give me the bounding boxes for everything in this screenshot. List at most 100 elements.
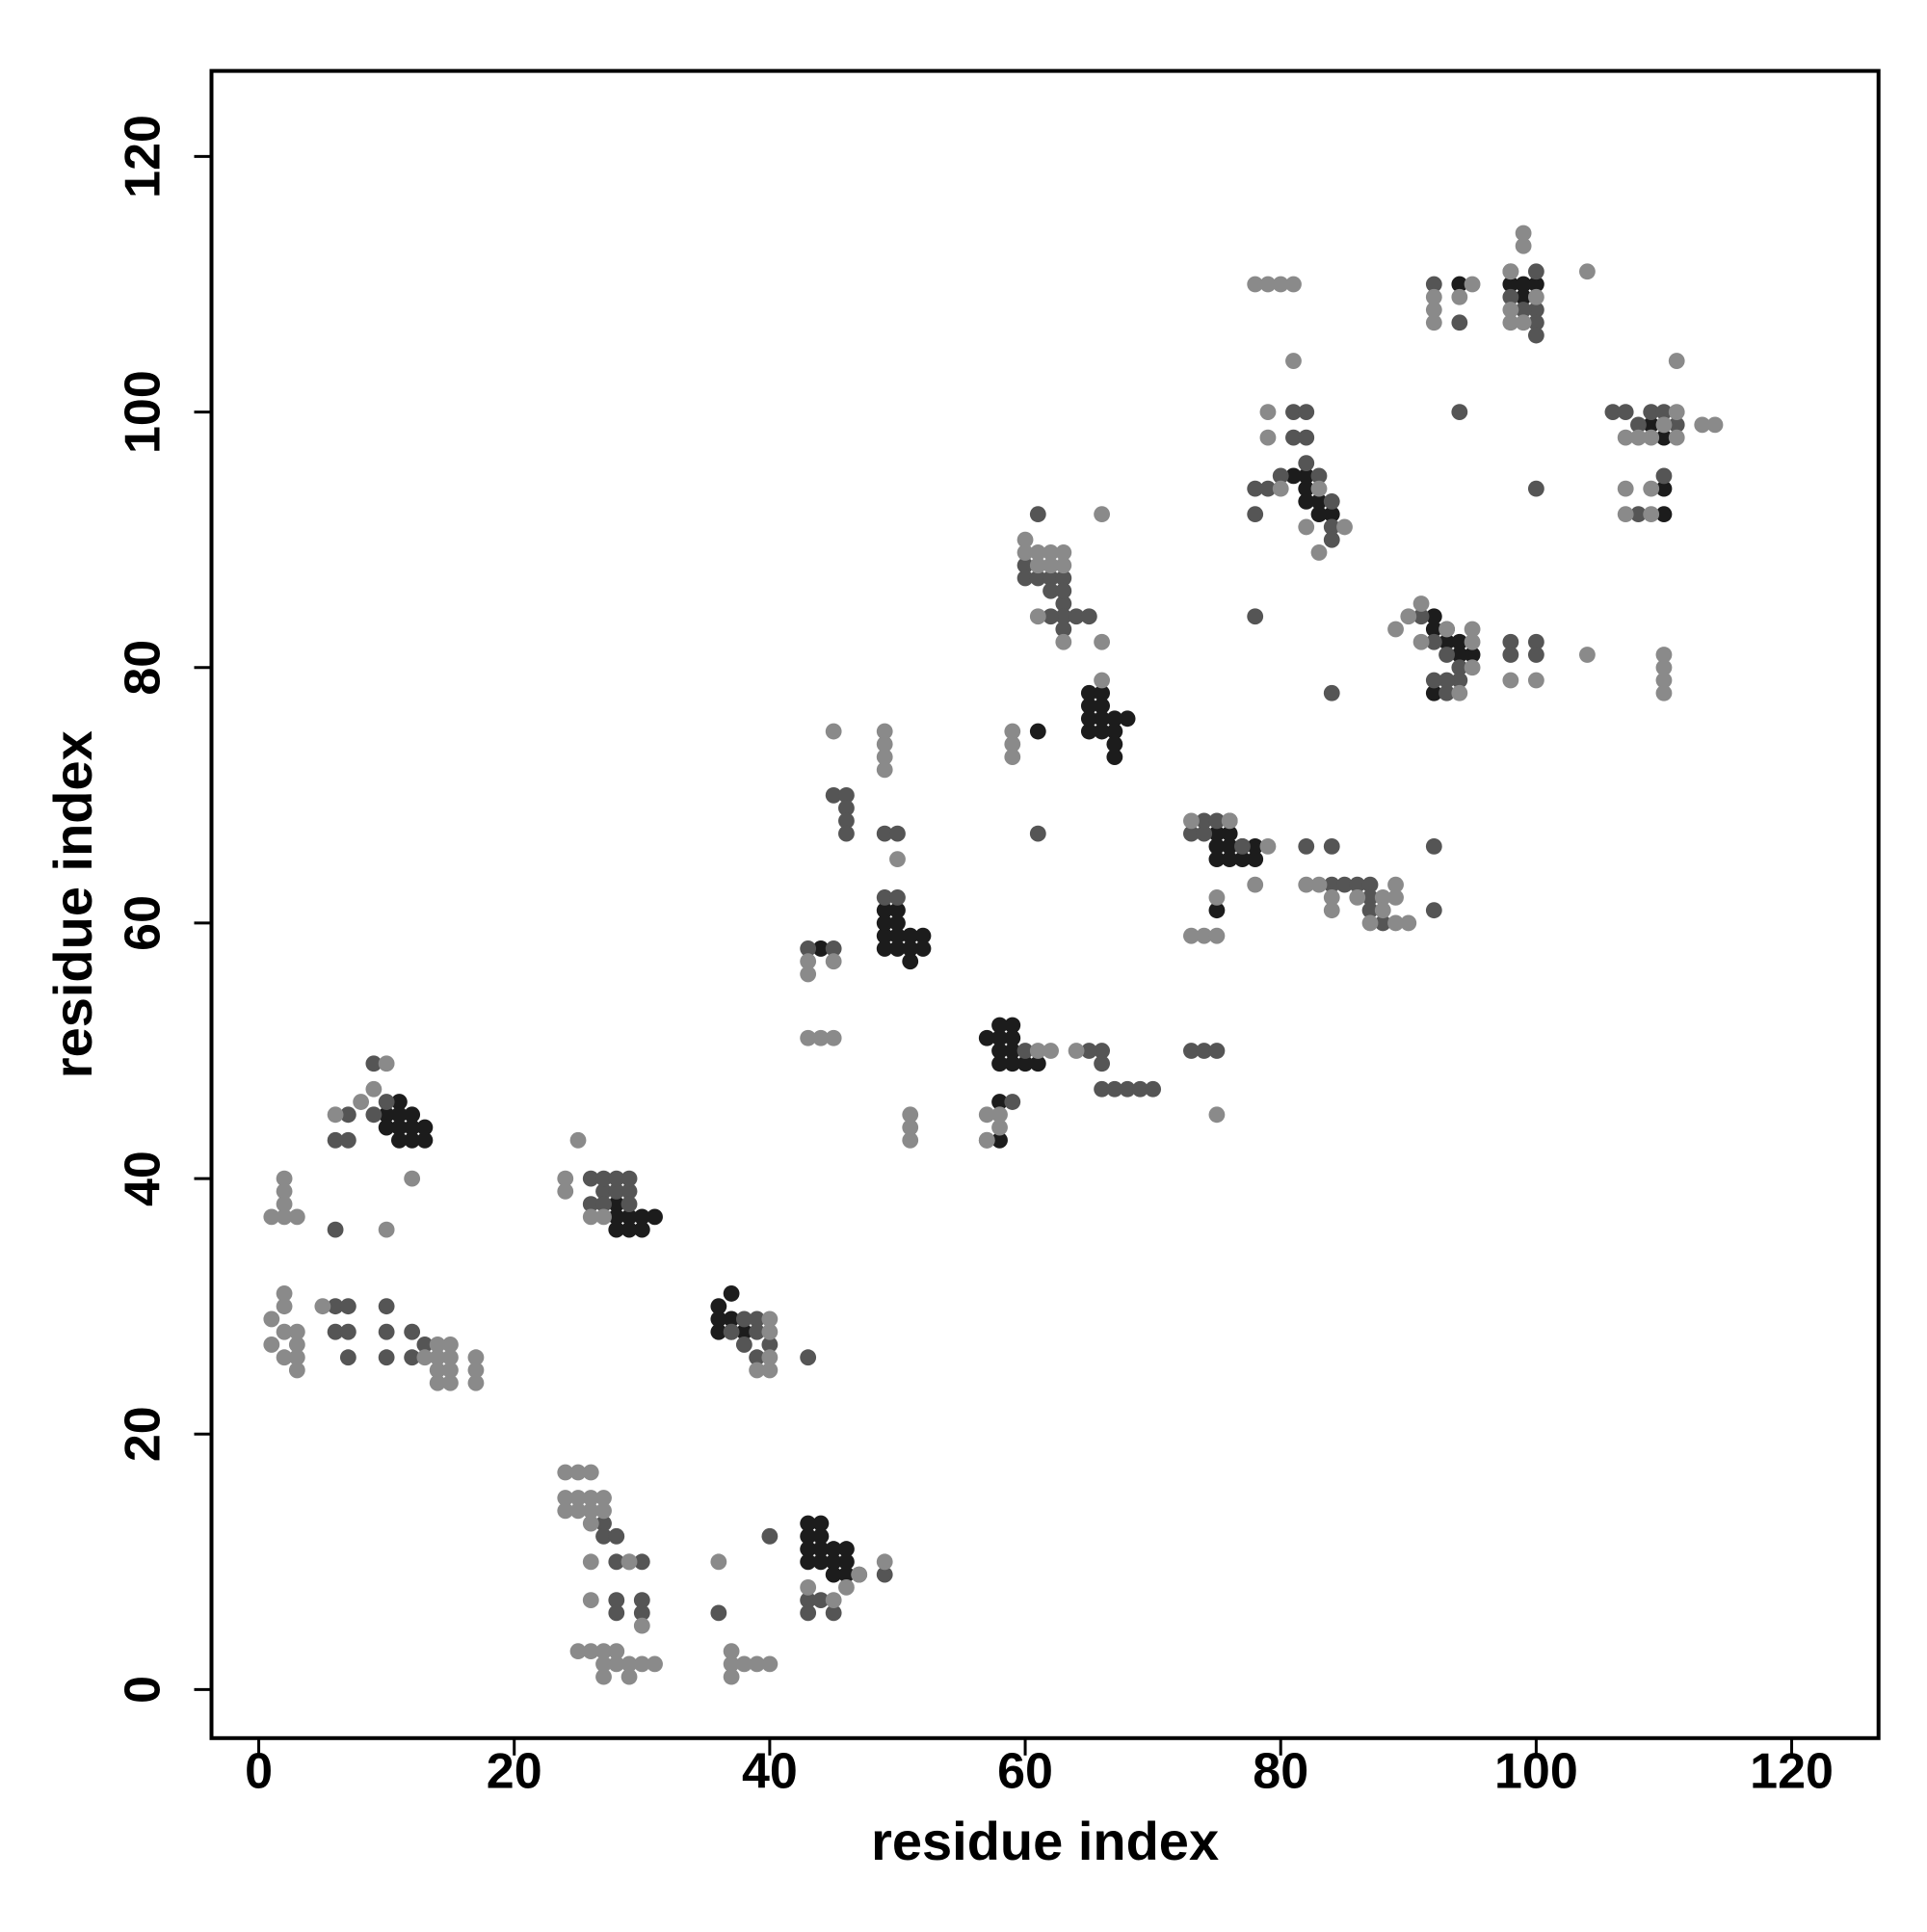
point <box>761 1362 779 1379</box>
point <box>1068 1043 1085 1059</box>
point <box>800 1592 817 1609</box>
point <box>825 940 842 957</box>
point <box>633 1604 650 1622</box>
point <box>1400 608 1417 625</box>
point <box>1374 889 1391 906</box>
point <box>1655 467 1673 485</box>
point <box>914 927 932 944</box>
point <box>1361 902 1379 919</box>
point <box>569 1131 587 1149</box>
point <box>1247 276 1264 293</box>
point <box>1298 429 1315 446</box>
point <box>761 1323 779 1340</box>
point <box>1106 735 1123 753</box>
point <box>723 1643 740 1660</box>
point <box>429 1337 446 1353</box>
point <box>838 812 855 830</box>
point <box>761 1527 779 1545</box>
point <box>1183 812 1200 830</box>
point <box>838 1541 855 1557</box>
point <box>582 1553 599 1571</box>
point <box>314 1298 331 1315</box>
point <box>1043 1043 1059 1059</box>
point <box>1272 480 1289 497</box>
point <box>1055 544 1072 561</box>
point <box>582 1592 599 1609</box>
point <box>569 1490 587 1506</box>
point <box>390 1094 408 1110</box>
point <box>1451 647 1468 663</box>
x-tick-label: 40 <box>742 1744 798 1800</box>
point <box>1004 723 1021 740</box>
point <box>633 1553 650 1571</box>
point <box>608 1655 625 1673</box>
point <box>723 1655 740 1673</box>
point <box>1349 889 1366 906</box>
point <box>608 1643 625 1660</box>
point <box>1374 914 1391 932</box>
point <box>1208 851 1226 868</box>
point <box>1208 812 1226 830</box>
point <box>1080 710 1097 728</box>
point <box>416 1119 434 1136</box>
point <box>1247 608 1264 625</box>
point <box>902 940 919 957</box>
point <box>1323 902 1340 919</box>
point <box>902 927 919 944</box>
point <box>569 1464 587 1481</box>
point <box>1094 723 1110 740</box>
point <box>378 1221 395 1238</box>
point <box>633 1617 650 1634</box>
point <box>582 1515 599 1532</box>
point <box>327 1323 344 1340</box>
point <box>620 1170 638 1187</box>
point <box>1361 876 1379 893</box>
point <box>620 1196 638 1213</box>
point <box>914 940 932 957</box>
point <box>825 1592 842 1609</box>
point <box>595 1208 612 1226</box>
point <box>1234 837 1251 855</box>
point <box>735 1310 752 1328</box>
x-tick-label: 60 <box>997 1744 1053 1800</box>
point <box>1643 404 1660 420</box>
point <box>1643 416 1660 434</box>
point <box>582 1490 599 1506</box>
point <box>978 1106 995 1124</box>
point <box>1094 633 1110 650</box>
point <box>339 1323 356 1340</box>
point <box>1706 416 1724 434</box>
point <box>1068 608 1085 625</box>
point <box>608 1553 625 1571</box>
point <box>1425 837 1442 855</box>
point <box>1247 506 1264 523</box>
point <box>608 1592 625 1609</box>
point <box>1234 851 1251 868</box>
point <box>1643 480 1660 497</box>
point <box>1221 851 1238 868</box>
x-tick-label: 20 <box>487 1744 542 1800</box>
point <box>1221 837 1238 855</box>
point <box>723 1668 740 1685</box>
point <box>876 1553 893 1571</box>
point <box>902 1131 919 1149</box>
point <box>608 1208 625 1226</box>
point <box>582 1464 599 1481</box>
point <box>1080 1043 1097 1059</box>
point <box>1323 518 1340 536</box>
point <box>991 1043 1008 1059</box>
point <box>1208 837 1226 855</box>
point <box>1055 595 1072 612</box>
point <box>723 1285 740 1302</box>
point <box>723 1310 740 1328</box>
point <box>1285 404 1302 420</box>
point <box>761 1655 779 1673</box>
point <box>1080 723 1097 740</box>
point <box>978 1131 995 1149</box>
point <box>1285 429 1302 446</box>
point <box>749 1349 766 1366</box>
point <box>1055 557 1072 574</box>
point <box>416 1337 434 1353</box>
point <box>327 1106 344 1124</box>
point <box>1655 659 1673 676</box>
